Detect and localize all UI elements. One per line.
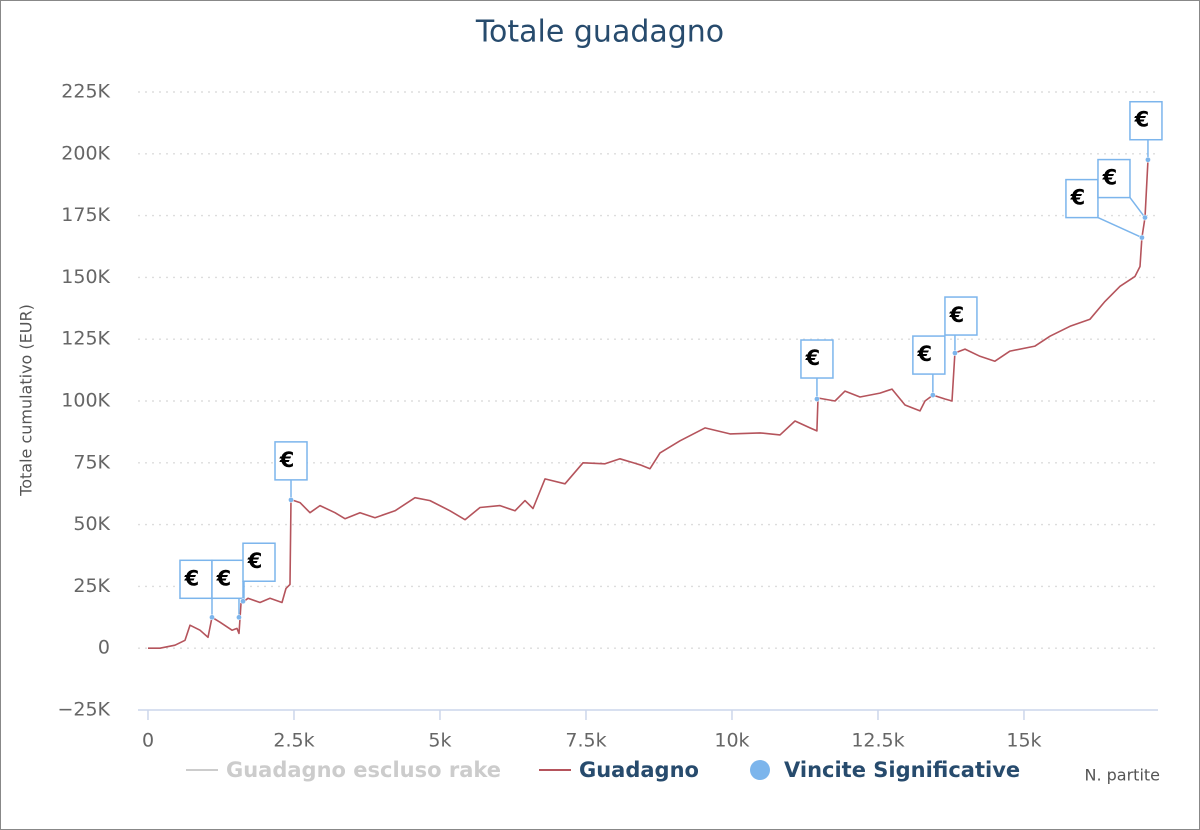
flag-box [274, 441, 308, 481]
flag-label: € [216, 566, 232, 590]
flag-box [179, 559, 213, 600]
x-tick-label: 15k [1006, 730, 1041, 752]
y-tick-label: 100K [61, 390, 110, 412]
win-point [240, 598, 246, 605]
win-point [1145, 156, 1151, 163]
y-tick-label: 0 [98, 637, 110, 659]
x-tick-label: 5k [428, 730, 451, 752]
flag-label: € [917, 342, 933, 366]
y-tick-label: 175K [61, 204, 110, 226]
flag-box [242, 542, 276, 582]
win-point [236, 614, 242, 621]
y-tick-label: 125K [61, 328, 110, 350]
legend-item[interactable]: Guadagno escluso rake [186, 758, 501, 782]
x-tick-label: 0 [142, 730, 154, 752]
win-point [952, 350, 958, 356]
x-tick-label: 10k [714, 730, 749, 752]
x-tick-label: 12.5k [851, 730, 904, 752]
y-axis-title: Totale cumulativo (EUR) [17, 304, 36, 497]
flag-connector [1129, 197, 1146, 219]
win-point [1142, 214, 1148, 221]
flag-box [800, 339, 834, 379]
flag-label: € [949, 303, 965, 327]
y-tick-label: 225K [61, 81, 110, 103]
flag-connector [1097, 216, 1143, 239]
x-axis-title: N. partite [1084, 766, 1160, 785]
y-tick-label: 75K [73, 451, 110, 473]
y-tick-label: −25K [57, 699, 110, 721]
flag-label: € [247, 549, 263, 573]
flag-label: € [1134, 108, 1150, 132]
y-tick-label: 150K [61, 266, 110, 288]
x-tick-label: 2.5k [273, 730, 314, 752]
win-point [1139, 234, 1145, 241]
win-point [814, 396, 820, 402]
legend-label: Guadagno escluso rake [226, 758, 501, 782]
chart-title: Totale guadagno [475, 15, 724, 50]
legend-label: Guadagno [579, 758, 699, 782]
flag-box [1065, 178, 1099, 219]
legend-symbol [750, 760, 770, 780]
win-point [209, 614, 215, 621]
win-point [288, 497, 294, 503]
flag-box [912, 335, 946, 375]
y-tick-label: 50K [73, 513, 110, 535]
flag-label: € [184, 566, 200, 590]
flag-label: € [1070, 186, 1086, 210]
x-tick-label: 7.5k [565, 730, 606, 752]
flag-box [211, 559, 245, 600]
flag-box [944, 296, 978, 336]
flag-label: € [279, 448, 295, 472]
flag-box [1129, 100, 1163, 141]
legend-item[interactable]: Vincite Significative [750, 758, 1020, 782]
legend-label: Vincite Significative [784, 758, 1020, 782]
flag-label: € [1102, 166, 1118, 190]
series-line [148, 159, 1149, 649]
flag-box [1097, 158, 1131, 199]
win-point [930, 392, 936, 398]
flag-label: € [805, 346, 821, 370]
y-tick-label: 200K [61, 142, 110, 164]
y-tick-label: 25K [73, 575, 110, 597]
legend-item[interactable]: Guadagno [539, 758, 699, 782]
